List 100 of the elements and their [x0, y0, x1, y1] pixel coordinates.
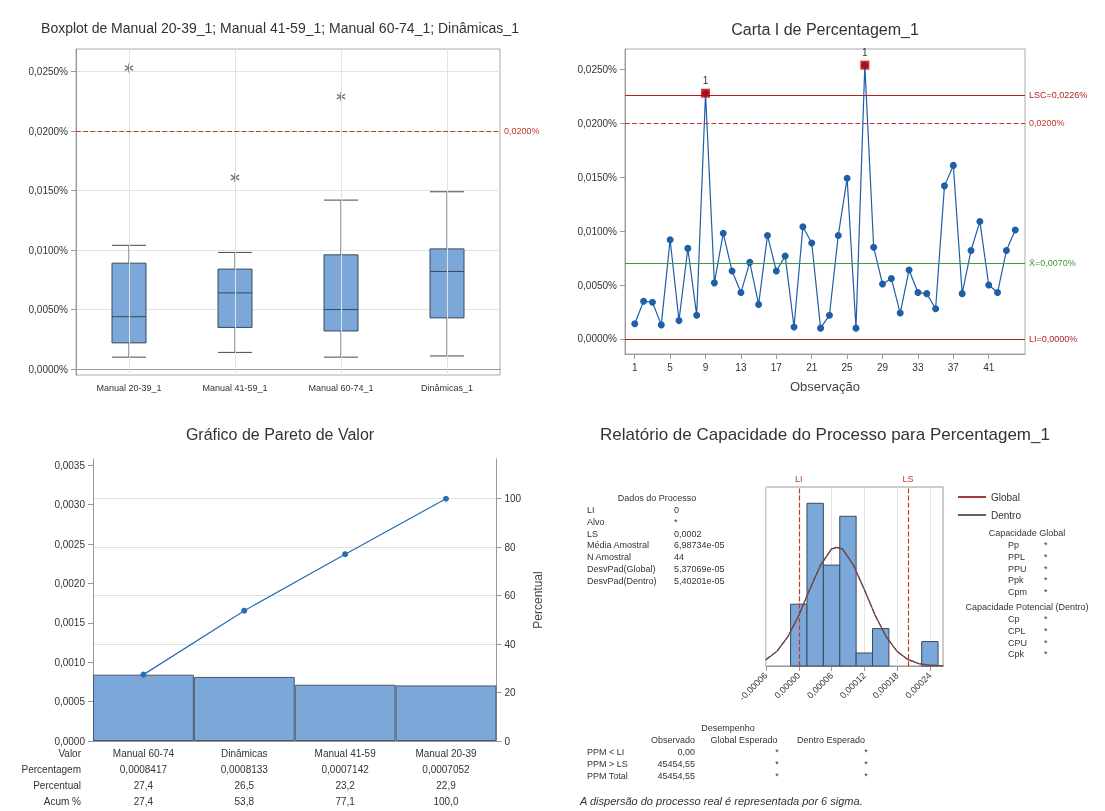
ref-line-label: X̄=0,0070% — [1029, 258, 1076, 269]
x-tick-label: Manual 60-74 — [112, 747, 175, 759]
y-tick-label: 0,0250% — [28, 66, 69, 78]
text: * — [674, 516, 678, 527]
text: * — [775, 759, 780, 769]
annotation: 1 — [702, 74, 709, 86]
x-tick-label: 21 — [806, 361, 818, 373]
y2-tick-label: 20 — [504, 687, 516, 699]
text: 6,98734e-05 — [674, 540, 725, 551]
text: 45454,55 — [657, 759, 695, 769]
data-label: 0,0008133 — [220, 763, 269, 775]
text: Percentual — [33, 779, 81, 791]
text: 44 — [674, 552, 685, 563]
y-tick-label: 0,0050% — [577, 279, 618, 291]
text: Acum % — [43, 795, 82, 807]
text: Percentagem — [21, 763, 81, 775]
text: * — [1044, 563, 1048, 574]
y-tick-label: 0,0030 — [54, 499, 86, 511]
legend-label: Global — [991, 491, 1020, 503]
x-tick-label: Manual 20-39_1 — [96, 382, 162, 393]
text: Cpk — [1008, 649, 1025, 660]
annotation: 1 — [862, 46, 869, 58]
data-label: 27,4 — [133, 795, 154, 807]
x-axis-title: Observação — [789, 379, 861, 394]
text: * — [1044, 625, 1048, 636]
x-tick-label: 9 — [702, 361, 709, 373]
text: 23,2 — [335, 779, 356, 791]
y-tick-label: 0,0000% — [577, 333, 618, 345]
text: Valor — [58, 747, 82, 759]
text: DesvPad(Dentro) — [587, 575, 657, 586]
y2-tick-label: 60 — [504, 590, 516, 602]
y-tick-label: 0,0010 — [54, 656, 86, 668]
text: PPM Total — [587, 771, 628, 781]
y-tick-label: 0,0000% — [28, 363, 69, 375]
text: * — [1044, 587, 1048, 598]
ref-line-label: LI=0,0000% — [1029, 333, 1078, 344]
x-tick-label: Manual 41-59 — [314, 747, 377, 759]
legend-label: Dentro — [991, 509, 1022, 521]
text: CPL — [1008, 625, 1026, 636]
y-tick-label: 0,0005 — [54, 696, 86, 708]
text: * — [864, 771, 869, 781]
x-tick-label: 33 — [912, 361, 924, 373]
y-tick-label: 0,0020 — [54, 577, 86, 589]
text: * — [1044, 649, 1048, 660]
x-tick-label: 1 — [631, 361, 638, 373]
text: 5,40201e-05 — [674, 575, 725, 586]
data-label: 0,0007142 — [321, 763, 370, 775]
y-tick-label: 0,0250% — [577, 63, 618, 75]
ref-line-label: LS — [902, 473, 914, 484]
y-tick-label: 0,0000 — [54, 735, 86, 747]
text: PPU — [1008, 563, 1027, 574]
text: CPU — [1008, 637, 1028, 648]
text: N Amostral — [587, 552, 632, 563]
text: * — [1044, 551, 1048, 562]
y2-tick-label: 0 — [504, 735, 511, 747]
text: Cp — [1008, 614, 1020, 624]
text: Capacidade Potencial (Dentro) — [965, 602, 1089, 612]
y2-tick-label: 80 — [504, 541, 516, 553]
y2-tick-label: 40 — [504, 638, 516, 650]
text: Pp — [1008, 540, 1020, 550]
text: 22,9 — [436, 779, 457, 791]
y-tick-label: 0,0200% — [577, 117, 618, 129]
x-tick-label: Dinâmicas_1 — [420, 382, 474, 393]
text: 45454,55 — [657, 771, 695, 781]
text: 26,5 — [234, 779, 255, 791]
ref-line-label: 0,0200% — [504, 126, 540, 137]
text: Alvo — [587, 516, 605, 527]
text: 5,37069e-05 — [674, 564, 725, 574]
text: Média Amostral — [587, 540, 650, 551]
y-tick-label: 0,0150% — [577, 171, 618, 183]
y-tick-label: 0,0015 — [54, 617, 86, 629]
text: * — [1044, 575, 1048, 586]
y-tick-label: 0,0200% — [28, 125, 69, 137]
y-tick-label: 0,0100% — [577, 225, 618, 237]
x-tick-label: Manual 60-74_1 — [308, 382, 374, 393]
text: * — [1044, 614, 1048, 624]
x-tick-label: 17 — [770, 361, 783, 373]
x-tick-label: 5 — [667, 361, 674, 373]
data-label: 100,0 — [433, 795, 459, 807]
y-tick-label: 0,0150% — [28, 185, 69, 197]
x-tick-label: Manual 41-59_1 — [202, 382, 268, 393]
y-tick-label: 0,0035 — [54, 459, 86, 471]
text: 0,00 — [677, 747, 695, 757]
text: Dentro Esperado — [796, 735, 866, 745]
text: A dispersão do processo real é representada por 6 sigma. — [579, 795, 863, 807]
text: Global Esperado — [710, 735, 778, 745]
text: Capacidade Global — [988, 528, 1066, 538]
text: * — [864, 759, 869, 769]
data-label: 0,0007052 — [422, 763, 471, 775]
text: * — [864, 747, 869, 757]
text: 0 — [674, 505, 680, 515]
x-tick-label: 25 — [841, 361, 854, 373]
y2-axis-title: Percentual — [531, 571, 545, 629]
ref-line-label: 0,0200% — [1029, 118, 1065, 129]
text: PPL — [1008, 551, 1026, 562]
text: LI — [587, 505, 595, 515]
text: LS — [587, 528, 599, 539]
text: * — [775, 747, 780, 757]
x-tick-label: Manual 20-39 — [415, 747, 477, 759]
text: Cpm — [1008, 587, 1028, 598]
